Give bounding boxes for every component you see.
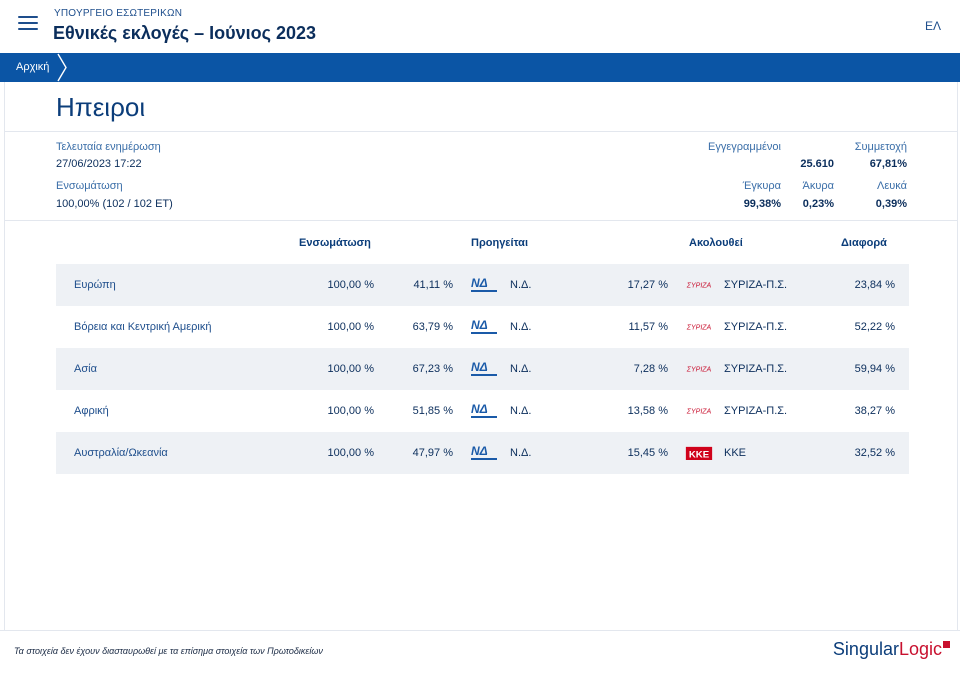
integration-cell: 100,00 %	[327, 447, 374, 459]
region-name[interactable]: Ευρώπη	[74, 279, 116, 291]
blank-value: 0,39%	[875, 198, 907, 210]
brand-part-b: Logic	[898, 639, 942, 659]
turnout-value: 67,81%	[869, 158, 907, 170]
column-header-integration: Ενσωμάτωση	[299, 237, 371, 249]
invalid-label: Άκυρα	[802, 180, 834, 192]
nd-logo-text: ΝΔ	[471, 360, 488, 374]
region-name[interactable]: Αφρική	[74, 405, 109, 417]
registered-value: 25.610	[800, 158, 834, 170]
column-header-following: Ακολουθεί	[689, 237, 743, 249]
difference-value: 38,27 %	[854, 405, 895, 417]
invalid-value: 0,23%	[802, 198, 834, 210]
breadcrumb-home[interactable]: Αρχική	[0, 53, 70, 82]
table-row-4[interactable]: Αφρική 100,00 % 51,85 % ΝΔ Ν.Δ. 13,58 % …	[56, 390, 909, 432]
singularlogic-logo[interactable]: SingularLogic	[833, 639, 950, 660]
leading-percent: 51,85 %	[412, 405, 453, 417]
following-percent: 11,57 %	[628, 321, 668, 333]
registered-label: Εγγεγραμμένοι	[708, 141, 781, 153]
syriza-logo-text: ΣΥΡΙΖΑ	[686, 283, 712, 290]
following-party: ΣΥΡΙΖΑ-Π.Σ.	[724, 279, 788, 291]
turnout-label: Συμμετοχή	[854, 141, 907, 153]
ministry-name: ΥΠΟΥΡΓΕΙΟ ΕΣΩΤΕΡΙΚΩΝ	[54, 8, 183, 19]
app-title: Εθνικές εκλογές – Ιούνιος 2023	[53, 23, 317, 43]
following-percent: 15,45 %	[627, 447, 668, 459]
difference-value: 52,22 %	[854, 321, 895, 333]
nd-logo-icon: ΝΔ	[471, 318, 497, 334]
leading-party: Ν.Δ.	[510, 447, 532, 459]
leading-percent: 67,23 %	[412, 363, 453, 375]
divider	[5, 131, 957, 132]
leading-party: Ν.Δ.	[510, 279, 532, 291]
last-update-label: Τελευταία ενημέρωση	[56, 141, 161, 153]
blank-label: Λευκά	[877, 180, 907, 192]
difference-value: 59,94 %	[854, 363, 895, 375]
syriza-logo-icon: ΣΥΡΙΖΑ	[686, 325, 712, 332]
integration-cell: 100,00 %	[327, 279, 374, 291]
difference-value: 32,52 %	[854, 447, 895, 459]
nd-logo-text: ΝΔ	[471, 318, 488, 332]
table-row-5[interactable]: Αυστραλία/Ωκεανία 100,00 % 47,97 % ΝΔ Ν.…	[56, 432, 909, 474]
integration-value: 100,00% (102 / 102 ΕΤ)	[56, 198, 173, 210]
kke-logo-icon: ΚΚΕ	[685, 446, 713, 460]
page-title: Ηπειροι	[56, 92, 146, 122]
leading-party: Ν.Δ.	[510, 405, 532, 417]
following-party: ΣΥΡΙΖΑ-Π.Σ.	[724, 363, 788, 375]
integration-cell: 100,00 %	[327, 363, 374, 375]
following-percent: 13,58 %	[627, 405, 668, 417]
syriza-logo-text: ΣΥΡΙΖΑ	[686, 325, 712, 332]
region-name[interactable]: Ασία	[74, 363, 97, 375]
difference-value: 23,84 %	[854, 279, 895, 291]
syriza-logo-text: ΣΥΡΙΖΑ	[686, 367, 712, 374]
nd-logo-text: ΝΔ	[471, 444, 488, 458]
nd-logo-icon: ΝΔ	[471, 360, 497, 376]
valid-value: 99,38%	[743, 198, 781, 210]
last-update-value: 27/06/2023 17:22	[56, 158, 142, 170]
divider	[5, 220, 957, 221]
language-switcher[interactable]: ΕΛ	[924, 19, 941, 33]
following-party: ΣΥΡΙΖΑ-Π.Σ.	[724, 405, 788, 417]
leading-percent: 47,97 %	[412, 447, 453, 459]
nd-logo-text: ΝΔ	[471, 402, 488, 416]
following-party: ΣΥΡΙΖΑ-Π.Σ.	[724, 321, 788, 333]
table-row-2[interactable]: Βόρεια και Κεντρική Αμερική 100,00 % 63,…	[56, 306, 909, 348]
leading-percent: 63,79 %	[412, 321, 453, 333]
hamburger-menu-icon[interactable]	[18, 16, 38, 32]
brand-mark-icon	[943, 641, 950, 648]
leading-percent: 41,11 %	[413, 279, 453, 291]
table-row-1[interactable]: Ευρώπη 100,00 % 41,11 % ΝΔ Ν.Δ. 17,27 % …	[56, 264, 909, 306]
table-row-3[interactable]: Ασία 100,00 % 67,23 % ΝΔ Ν.Δ. 7,28 % ΣΥΡ…	[56, 348, 909, 390]
column-header-leading: Προηγείται	[471, 237, 529, 249]
syriza-logo-icon: ΣΥΡΙΖΑ	[686, 283, 712, 290]
region-name[interactable]: Βόρεια και Κεντρική Αμερική	[74, 321, 212, 333]
footer: Τα στοιχεία δεν έχουν διασταυρωθεί με τα…	[0, 630, 960, 673]
brand-part-a: Singular	[832, 639, 899, 659]
nd-logo-icon: ΝΔ	[471, 402, 497, 418]
following-percent: 17,27 %	[627, 279, 668, 291]
disclaimer-text: Τα στοιχεία δεν έχουν διασταυρωθεί με τα…	[14, 646, 323, 656]
following-party: ΚΚΕ	[724, 447, 747, 459]
nd-logo-icon: ΝΔ	[471, 276, 497, 292]
nd-logo-icon: ΝΔ	[471, 444, 497, 460]
region-name[interactable]: Αυστραλία/Ωκεανία	[74, 447, 168, 459]
syriza-logo-text: ΣΥΡΙΖΑ	[686, 409, 712, 416]
column-header-difference: Διαφορά	[841, 237, 887, 249]
breadcrumb-chevron-icon	[57, 53, 67, 82]
main-content: Ηπειροι Τελευταία ενημέρωση 27/06/2023 1…	[4, 82, 958, 630]
integration-cell: 100,00 %	[327, 321, 374, 333]
nd-logo-text: ΝΔ	[471, 276, 488, 290]
breadcrumb: Αρχική	[0, 53, 960, 82]
app-header: ΥΠΟΥΡΓΕΙΟ ΕΣΩΤΕΡΙΚΩΝ Εθνικές εκλογές – Ι…	[0, 0, 960, 53]
valid-label: Έγκυρα	[742, 180, 781, 192]
syriza-logo-icon: ΣΥΡΙΖΑ	[686, 409, 712, 416]
syriza-logo-icon: ΣΥΡΙΖΑ	[686, 367, 712, 374]
following-percent: 7,28 %	[633, 363, 668, 375]
integration-label: Ενσωμάτωση	[56, 180, 123, 192]
integration-cell: 100,00 %	[327, 405, 374, 417]
leading-party: Ν.Δ.	[510, 321, 532, 333]
leading-party: Ν.Δ.	[510, 363, 532, 375]
kke-logo-text: ΚΚΕ	[689, 449, 710, 460]
